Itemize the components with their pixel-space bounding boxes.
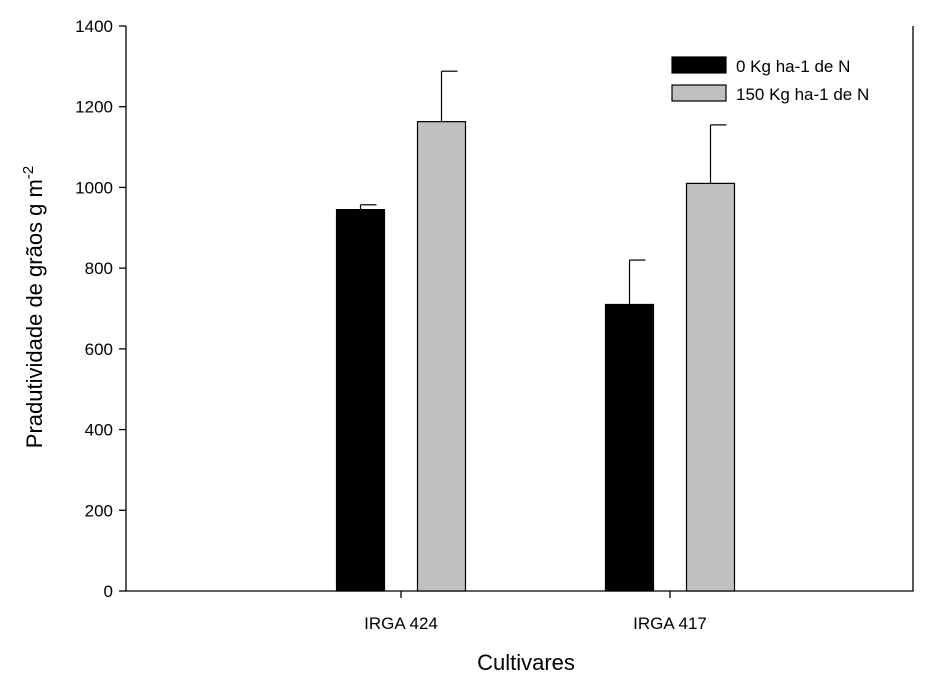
bar: [685, 182, 736, 592]
y-axis-title-superscript: -2: [20, 166, 37, 179]
bar: [335, 209, 386, 592]
y-tick-label: 0: [104, 582, 113, 601]
y-tick-label: 1400: [75, 17, 113, 36]
legend-swatch: [671, 56, 727, 74]
y-tick-label: 200: [85, 501, 113, 520]
y-tick-label: 800: [85, 259, 113, 278]
y-axis: 0 200 400 600 800 1000 1200 1400: [75, 17, 126, 601]
plot-area: [125, 26, 914, 592]
y-tick-label: 600: [85, 340, 113, 359]
bar: [604, 303, 655, 592]
legend-swatch: [671, 84, 727, 102]
y-tick-label: 1000: [75, 178, 113, 197]
x-axis: IRGA 424 IRGA 417: [364, 591, 707, 633]
legend-label: 150 Kg ha-1 de N: [736, 85, 869, 104]
x-axis-title: Cultivares: [477, 650, 575, 675]
plot-frame: [125, 26, 914, 592]
y-tick-label: 1200: [75, 98, 113, 117]
bars: [335, 70, 736, 592]
y-axis-title: Pradutividade de grãos g m-2: [20, 166, 47, 448]
x-tick-label: IRGA 417: [633, 614, 707, 633]
x-tick-label: IRGA 424: [364, 614, 438, 633]
legend: 0 Kg ha-1 de N 150 Kg ha-1 de N: [671, 56, 869, 104]
y-axis-title-main: Pradutividade de grãos g m: [22, 179, 47, 448]
legend-label: 0 Kg ha-1 de N: [736, 57, 850, 76]
bar: [416, 121, 467, 592]
y-tick-label: 400: [85, 421, 113, 440]
